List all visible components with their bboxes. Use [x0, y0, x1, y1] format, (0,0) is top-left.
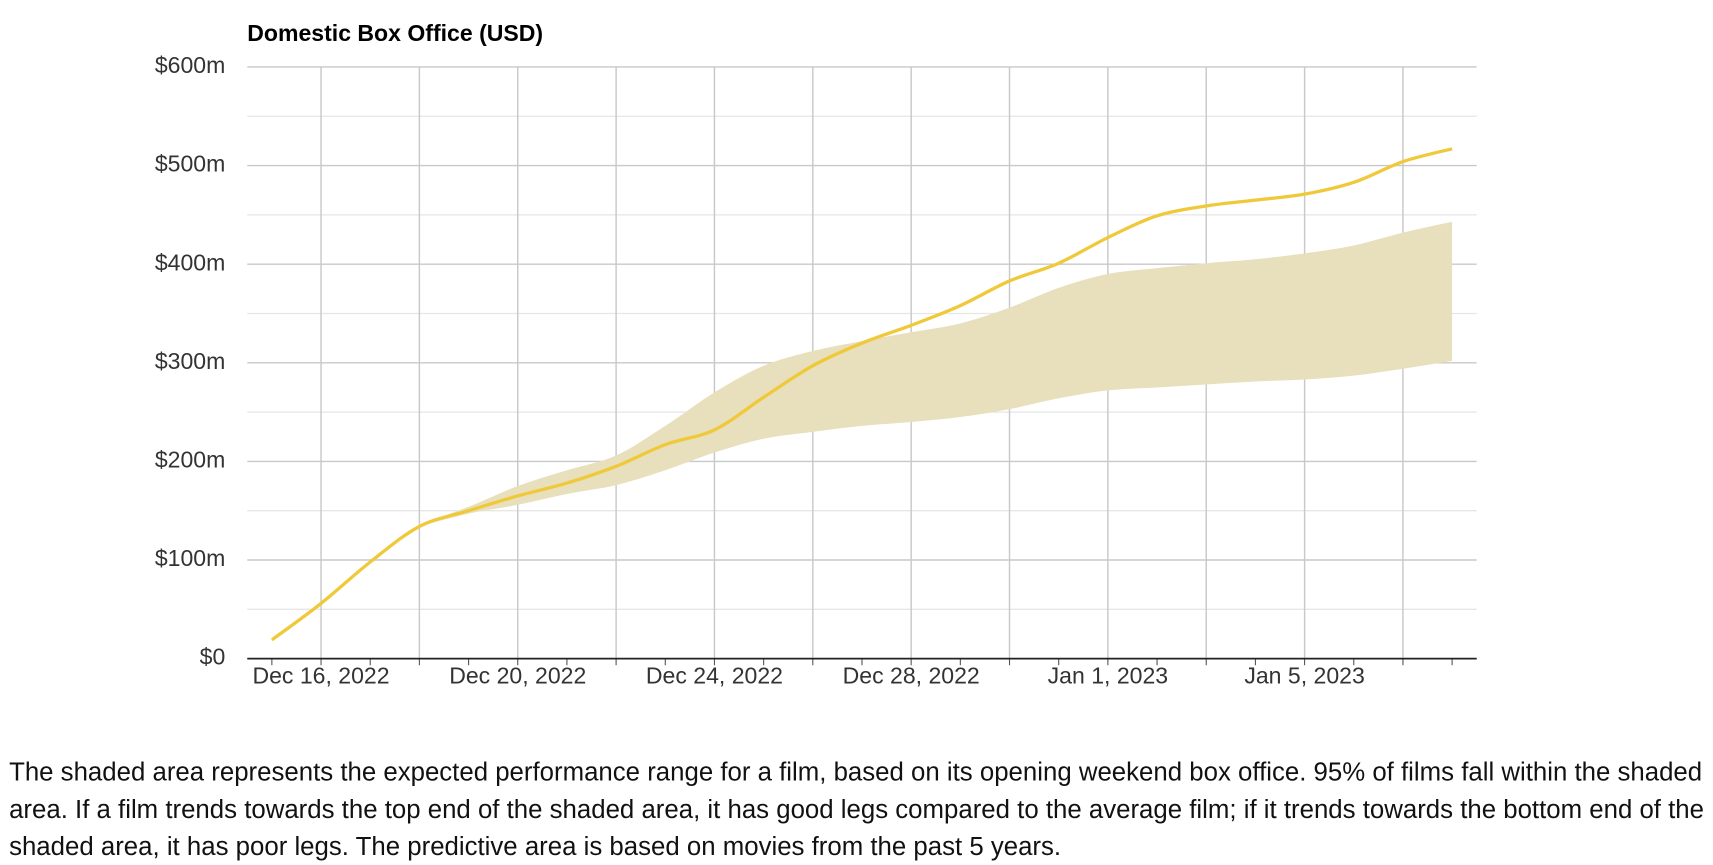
x-tick-label: Dec 28, 2022: [843, 662, 980, 688]
x-tick-label: Dec 16, 2022: [252, 662, 389, 688]
chart-title: Domestic Box Office (USD): [247, 20, 543, 46]
y-tick-label: $400m: [155, 249, 225, 275]
range-band: [419, 221, 1453, 527]
y-tick-label: $300m: [155, 348, 225, 374]
line: [270, 147, 1453, 642]
y-tick-label: $200m: [155, 447, 225, 473]
caption-box: The shaded area represents the expected …: [9, 757, 1705, 861]
x-tick-label: Jan 1, 2023: [1048, 662, 1168, 688]
x-tick-label: Dec 24, 2022: [646, 662, 783, 688]
y-tick-label: $0: [200, 644, 226, 670]
x-tick-label: Jan 5, 2023: [1244, 662, 1364, 688]
x-tick-label: Dec 20, 2022: [449, 662, 586, 688]
y-tick-label: $100m: [155, 545, 225, 571]
caption: The shaded area represents the expected …: [9, 757, 1705, 861]
y-tick-label: $500m: [155, 151, 225, 177]
y-tick-label: $600m: [155, 52, 225, 78]
